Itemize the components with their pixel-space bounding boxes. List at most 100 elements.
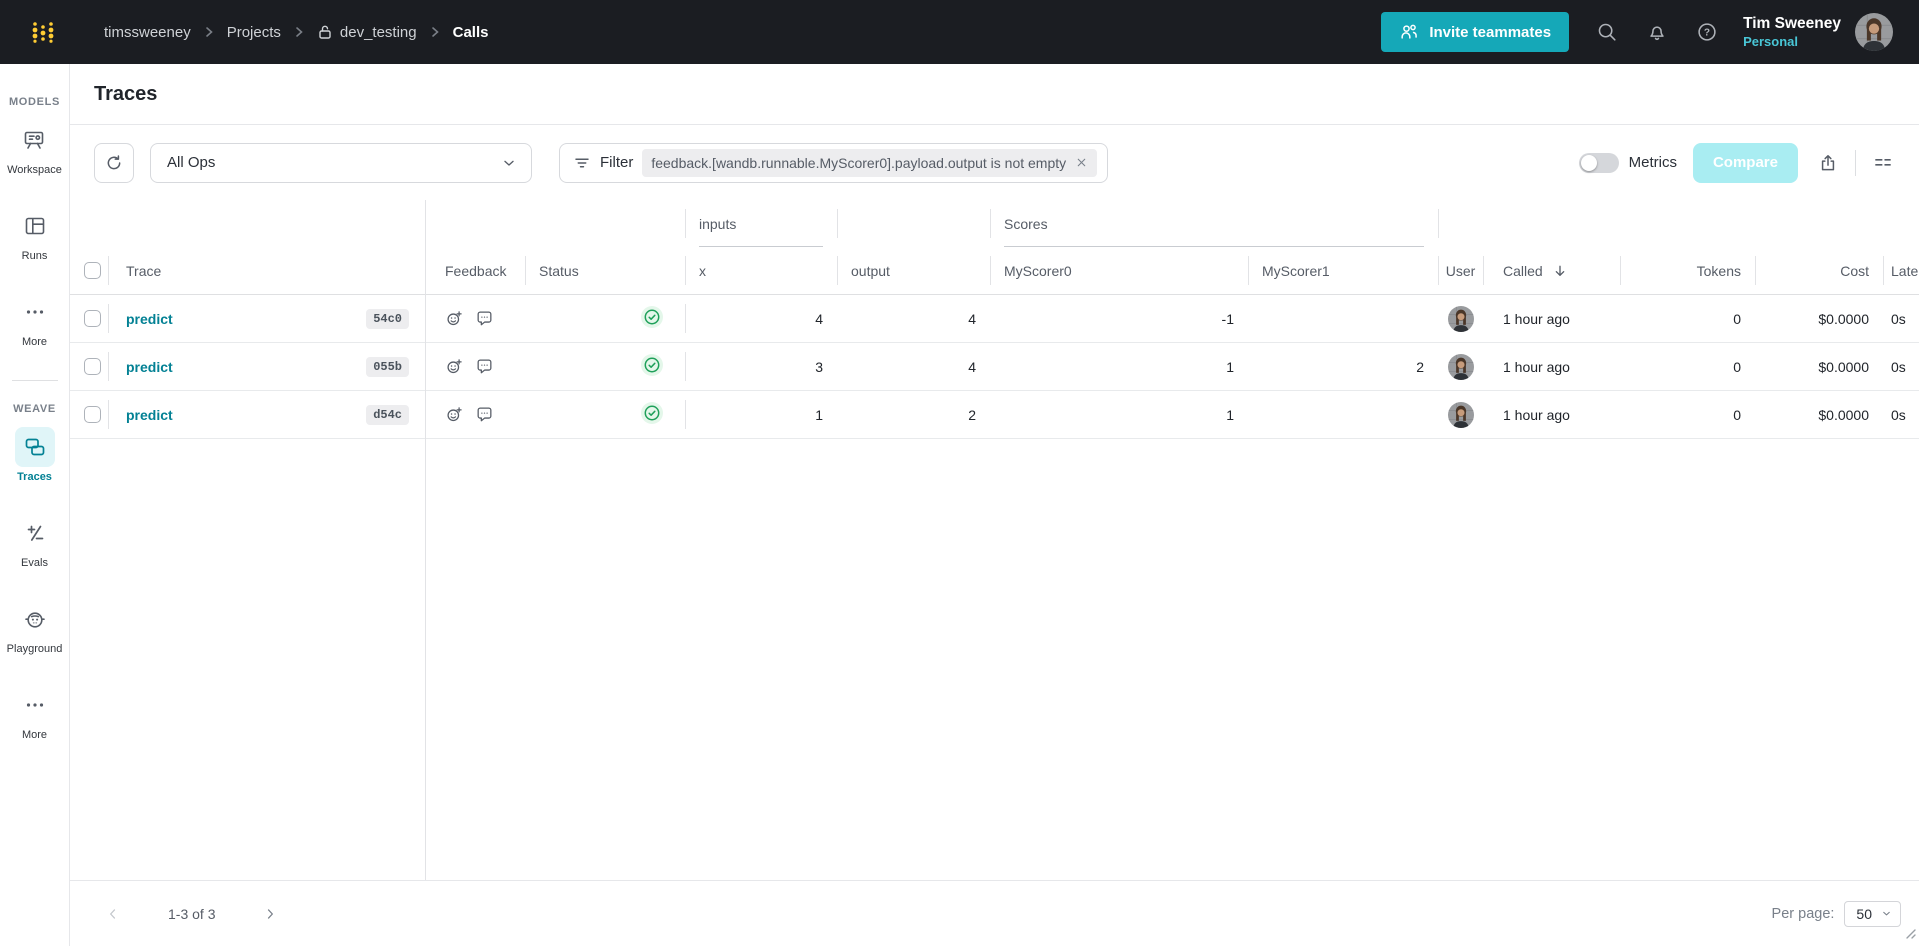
metrics-toggle-group: Metrics <box>1578 152 1677 173</box>
table-row[interactable]: predict 055b 3 4 1 2 1 hour ago 0 $0.000… <box>70 343 1919 391</box>
lock-icon <box>319 25 331 39</box>
sidebar-item-evals[interactable]: Evals <box>15 513 55 569</box>
sidebar-item-more-models[interactable]: More <box>15 292 55 348</box>
column-header-latency[interactable]: Latency <box>1883 247 1919 294</box>
compare-button[interactable]: Compare <box>1692 142 1798 183</box>
export-icon <box>1821 154 1835 170</box>
bell-icon[interactable] <box>1645 20 1669 44</box>
row-checkbox[interactable] <box>84 310 101 327</box>
filter-bar[interactable]: Filter feedback.[wandb.runnable.MyScorer… <box>559 142 1109 183</box>
avatar <box>1447 305 1474 332</box>
column-header-status[interactable]: Status <box>525 247 685 294</box>
cell-input-x: 1 <box>685 391 837 438</box>
pinned-column-divider[interactable] <box>425 200 426 880</box>
search-icon[interactable] <box>1595 20 1619 44</box>
cell-output: 4 <box>968 358 976 375</box>
row-checkbox[interactable] <box>84 406 101 423</box>
next-page-button[interactable] <box>257 901 283 927</box>
add-reaction-icon[interactable] <box>445 309 464 328</box>
left-sidebar: MODELS Workspace Runs More WEAVE Traces … <box>0 64 70 946</box>
breadcrumb: timssweeney Projects dev_testing Calls <box>104 24 488 41</box>
table-row[interactable]: predict 54c0 4 4 -1 1 hour ago 0 $0.0000… <box>70 295 1919 343</box>
filter-chip[interactable]: feedback.[wandb.runnable.MyScorer0].payl… <box>642 148 1098 177</box>
select-all-checkbox[interactable] <box>84 262 101 279</box>
chevron-right-icon <box>430 26 440 38</box>
cell-myscorer1: 2 <box>1416 358 1424 375</box>
traces-icon <box>25 438 44 456</box>
avatar[interactable] <box>1855 13 1893 51</box>
sidebar-item-label: Runs <box>21 250 48 262</box>
column-header-myscorer1[interactable]: MyScorer1 <box>1248 247 1438 294</box>
table-row[interactable]: predict d54c 1 2 1 1 hour ago 0 $0.0000 … <box>70 391 1919 439</box>
breadcrumb-projects[interactable]: Projects <box>226 23 281 41</box>
add-reaction-icon[interactable] <box>445 405 464 424</box>
column-header-myscorer0[interactable]: MyScorer0 <box>990 247 1248 294</box>
breadcrumb-project-label: dev_testing <box>339 23 417 41</box>
add-comment-icon[interactable] <box>475 405 494 424</box>
avatar <box>1447 401 1474 428</box>
add-comment-icon[interactable] <box>475 357 494 376</box>
breadcrumb-project[interactable]: dev_testing <box>317 24 417 41</box>
column-header-called[interactable]: Called <box>1483 247 1620 294</box>
cell-output: 4 <box>968 310 976 327</box>
sidebar-item-runs[interactable]: Runs <box>15 206 55 262</box>
trace-op-link[interactable]: predict <box>126 310 173 327</box>
people-icon <box>1401 24 1418 39</box>
manage-columns-button[interactable] <box>1865 145 1901 181</box>
chevron-right-icon <box>294 26 304 38</box>
sidebar-item-workspace[interactable]: Workspace <box>7 120 62 176</box>
cell-called: 1 hour ago <box>1503 310 1570 327</box>
sidebar-item-label: More <box>21 729 48 741</box>
main-content: Traces All Ops Filter feedback.[wandb.ru… <box>70 64 1919 946</box>
resize-handle[interactable] <box>1906 926 1916 944</box>
column-group-inputs: inputs <box>685 200 837 247</box>
robot-icon <box>24 612 45 628</box>
column-header-feedback[interactable]: Feedback <box>425 247 525 294</box>
user-scope: Personal <box>1743 33 1798 49</box>
export-button[interactable] <box>1810 145 1846 181</box>
sidebar-item-label: Traces <box>17 471 52 483</box>
invite-teammates-button[interactable]: Invite teammates <box>1381 12 1570 52</box>
sidebar-item-traces[interactable]: Traces <box>14 427 55 483</box>
help-icon[interactable]: ? <box>1695 20 1719 44</box>
sidebar-item-playground[interactable]: Playground <box>6 599 63 655</box>
column-header-output[interactable]: output <box>837 247 990 294</box>
column-header-trace[interactable]: Trace <box>108 247 425 294</box>
op-filter-select[interactable]: All Ops <box>150 142 532 183</box>
trace-op-link[interactable]: predict <box>126 358 173 375</box>
chevron-down-icon <box>501 155 517 171</box>
ellipsis-icon <box>26 703 43 707</box>
sidebar-item-label: Playground <box>6 643 63 655</box>
breadcrumb-page[interactable]: Calls <box>452 23 489 41</box>
trace-id-badge[interactable]: 54c0 <box>366 308 409 329</box>
filter-icon <box>573 154 591 172</box>
cell-output: 2 <box>968 406 976 423</box>
close-icon[interactable] <box>1075 156 1088 169</box>
breadcrumb-entity[interactable]: timssweeney <box>104 23 191 41</box>
sidebar-item-more-weave[interactable]: More <box>15 685 55 741</box>
trace-id-badge[interactable]: 055b <box>366 356 409 377</box>
chevron-down-icon <box>1881 908 1892 919</box>
column-header-tokens[interactable]: Tokens <box>1620 247 1755 294</box>
wandb-logo-icon[interactable] <box>30 19 56 45</box>
runs-icon <box>25 217 44 235</box>
column-header-user[interactable]: User <box>1438 247 1483 294</box>
refresh-button[interactable] <box>94 142 134 183</box>
trace-id-badge[interactable]: d54c <box>366 404 409 425</box>
row-checkbox[interactable] <box>84 358 101 375</box>
metrics-toggle[interactable] <box>1578 152 1619 173</box>
add-reaction-icon[interactable] <box>445 357 464 376</box>
per-page-select[interactable]: 50 <box>1844 900 1901 927</box>
cell-tokens: 0 <box>1733 358 1741 375</box>
user-menu[interactable]: Tim Sweeney Personal <box>1743 14 1841 50</box>
sidebar-item-label: Evals <box>21 557 48 569</box>
cell-latency: 0s <box>1891 406 1906 423</box>
cell-tokens: 0 <box>1733 406 1741 423</box>
column-header-x[interactable]: x <box>685 247 837 294</box>
trace-op-link[interactable]: predict <box>126 406 173 423</box>
sort-descending-icon <box>1552 263 1568 279</box>
column-header-cost[interactable]: Cost <box>1755 247 1883 294</box>
toolbar-divider <box>1855 149 1856 176</box>
previous-page-button[interactable] <box>100 901 126 927</box>
add-comment-icon[interactable] <box>475 309 494 328</box>
